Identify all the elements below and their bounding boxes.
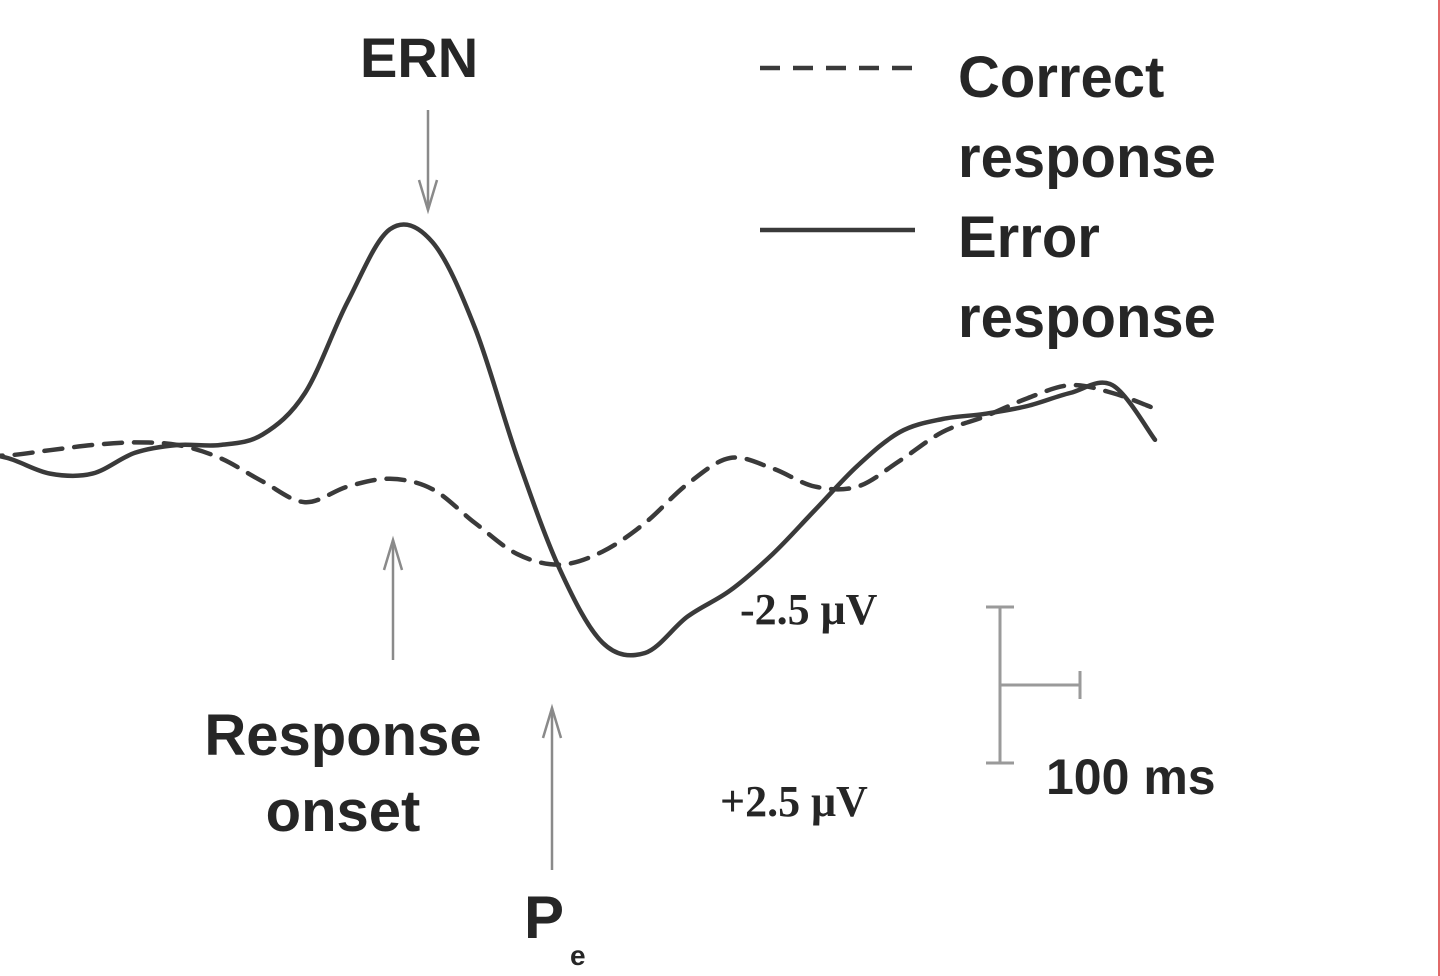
arrow-layer	[382, 110, 563, 870]
frame-edge	[1438, 0, 1440, 976]
legend-error-label: Error response	[958, 198, 1216, 358]
legend-layer	[760, 65, 915, 233]
legend-error-line2: response	[958, 285, 1216, 350]
response-onset-arrow	[382, 535, 404, 660]
legend-error-line1: Error	[958, 205, 1100, 270]
response-onset-line2: onset	[265, 779, 421, 844]
legend-correct-line2: response	[958, 125, 1216, 190]
ern-label: ERN	[360, 26, 479, 89]
pe-arrow	[541, 703, 563, 870]
series-line-error	[0, 222, 1158, 658]
response-onset-line1: Response	[204, 703, 482, 768]
series-layer	[0, 222, 1158, 658]
scale-negative-label: -2.5 μV	[740, 585, 878, 634]
scale-bar	[986, 605, 1082, 765]
scale-time-label: 100 ms	[1046, 749, 1216, 805]
legend-correct-line1: Correct	[958, 45, 1165, 110]
scale-positive-label: +2.5 μV	[720, 777, 868, 826]
pe-label: P	[524, 884, 565, 951]
response-onset-label: Response onset	[178, 698, 508, 850]
series-line-correct	[0, 382, 1158, 567]
ern-arrow	[417, 110, 439, 215]
legend-correct-label: Correct response	[958, 38, 1216, 198]
pe-label-subscript: e	[570, 940, 586, 971]
